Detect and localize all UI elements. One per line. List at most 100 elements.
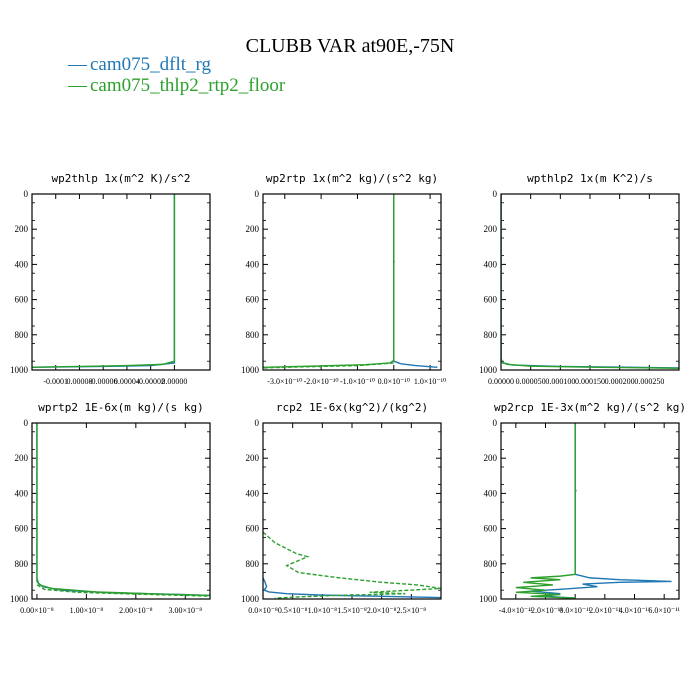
y-tick-label: 1000 <box>479 594 498 604</box>
panel-frame <box>31 422 211 600</box>
series-line-0 <box>393 194 438 369</box>
x-tick-label: 0.0×10⁻¹¹ <box>559 606 591 615</box>
x-tick-label: 2.00×10⁻⁸ <box>119 606 153 615</box>
x-tick-label: -2.0×10⁻¹¹ <box>528 606 563 615</box>
panel-title: rcp2 1E-6x(kg^2)/(kg^2) <box>276 401 428 414</box>
y-tick-label: 400 <box>484 259 498 269</box>
x-tick-label: -4.0×10⁻¹¹ <box>499 606 534 615</box>
y-tick-label: 200 <box>484 224 498 234</box>
x-tick-label: 2.0×10⁻⁸ <box>367 606 397 615</box>
x-tick-label: 0.00000 <box>488 377 514 386</box>
series-line-1 <box>36 423 210 597</box>
y-tick-label: 600 <box>484 524 498 534</box>
y-tick-label: 200 <box>15 224 29 234</box>
y-tick-label: 1000 <box>479 365 498 375</box>
series-line-2 <box>263 362 394 369</box>
y-tick-label: 200 <box>484 453 498 463</box>
y-tick-label: 0 <box>255 418 260 428</box>
panel-frame <box>500 193 680 371</box>
x-tick-label: 0.00008 <box>66 377 92 386</box>
panel-2: wpthlp2 1x(m K^2)/s 0 200 400 600 800 1000 0.00… <box>479 172 680 386</box>
panel-title: wp2thlp 1x(m^2 K)/s^2 <box>51 172 190 185</box>
series-line-0 <box>530 423 672 599</box>
x-tick-label: 0.000200 <box>605 377 635 386</box>
y-tick-label: 600 <box>484 295 498 305</box>
x-tick-label: 3.00×10⁻⁸ <box>169 606 203 615</box>
y-tick-label: 1000 <box>241 594 260 604</box>
x-tick-label: 0.000100 <box>545 377 575 386</box>
x-tick-label: 0.0×10⁻¹⁰ <box>378 377 410 386</box>
y-tick-label: 200 <box>246 224 260 234</box>
x-tick-label: 0.0×10⁻⁸ <box>248 606 278 615</box>
panel-3: wprtp2 1E-6x(m kg)/(s kg) 0 200 400 600 800 10… <box>10 401 211 615</box>
series-line-0 <box>501 194 679 369</box>
panel-title: wp2rtp 1x(m^2 kg)/(s^2 kg) <box>266 172 438 185</box>
y-tick-label: 0 <box>24 189 29 199</box>
x-tick-label: 1.00×10⁻⁸ <box>70 606 104 615</box>
x-tick-label: -0.00006 <box>89 377 118 386</box>
figure-title: CLUBB VAR at90E,-75N <box>246 35 455 57</box>
y-tick-label: 1000 <box>10 365 29 375</box>
y-tick-label: 400 <box>15 488 29 498</box>
x-tick-label: -0.0001 <box>43 377 68 386</box>
x-tick-label: 0.000150 <box>575 377 605 386</box>
x-tick-label: -2.0×10⁻¹⁰ <box>304 377 339 386</box>
y-tick-label: 1000 <box>241 365 260 375</box>
y-tick-label: 800 <box>246 559 260 569</box>
y-tick-label: 400 <box>484 488 498 498</box>
y-tick-label: 600 <box>15 524 29 534</box>
y-tick-label: 400 <box>246 259 260 269</box>
series-line-1 <box>32 194 176 368</box>
y-tick-label: 1000 <box>10 594 29 604</box>
panel-title: wp2rcp 1E-3x(m^2 kg)/(s^2 kg) <box>494 401 686 414</box>
series-line-0 <box>32 194 176 369</box>
legend-label-1: cam075_thlp2_rtp2_floor <box>90 75 286 96</box>
panel-title: wpthlp2 1x(m K^2)/s <box>527 172 653 185</box>
y-tick-label: 800 <box>15 330 29 340</box>
y-tick-label: 400 <box>15 259 29 269</box>
series-line-1 <box>515 423 577 599</box>
panel-1: wp2rtp 1x(m^2 kg)/(s^2 kg) 0 200 400 600 800 1… <box>241 172 446 386</box>
y-tick-label: 0 <box>24 418 29 428</box>
series-line-1 <box>263 531 441 599</box>
y-tick-label: 0 <box>493 418 498 428</box>
y-tick-label: 800 <box>15 559 29 569</box>
y-tick-label: 0 <box>493 189 498 199</box>
legend: — cam075_dflt_rg — cam075_thlp2_rtp2_flo… <box>67 54 286 96</box>
legend-dash-1: — <box>67 75 88 96</box>
series-line-1 <box>501 194 679 369</box>
x-tick-label: 0.000250 <box>634 377 664 386</box>
y-tick-label: 800 <box>484 559 498 569</box>
y-tick-label: 600 <box>246 295 260 305</box>
y-tick-label: 200 <box>246 453 260 463</box>
y-tick-label: 0 <box>255 189 260 199</box>
panel-frame <box>262 422 442 600</box>
x-tick-label: 1.0×10⁻⁸ <box>308 606 338 615</box>
panel-frame <box>500 422 680 600</box>
x-tick-label: 2.0×10⁻¹¹ <box>589 606 621 615</box>
x-tick-label: 2.5×10⁻⁸ <box>397 606 427 615</box>
legend-dash-0: — <box>67 54 88 75</box>
y-tick-label: 800 <box>246 330 260 340</box>
x-tick-label: 0.00004 <box>114 377 140 386</box>
panel-frame <box>262 193 442 371</box>
panel-5: wp2rcp 1E-3x(m^2 kg)/(s^2 kg) 0 200 400 600 8… <box>479 401 686 615</box>
y-tick-label: 200 <box>15 453 29 463</box>
series-line-0 <box>36 423 210 597</box>
x-tick-label: -3.0×10⁻¹⁰ <box>267 377 302 386</box>
x-tick-label: 4.0×10⁻¹¹ <box>619 606 651 615</box>
x-tick-label: 6.0×10⁻¹¹ <box>648 606 680 615</box>
panel-title: wprtp2 1E-6x(m kg)/(s kg) <box>38 401 204 414</box>
legend-entry-0: — cam075_dflt_rg <box>67 54 212 75</box>
legend-entry-1: — cam075_thlp2_rtp2_floor <box>67 75 286 96</box>
y-tick-label: 800 <box>484 330 498 340</box>
x-tick-label: 0.5×10⁻⁸ <box>278 606 308 615</box>
x-tick-label: 1.5×10⁻⁸ <box>337 606 367 615</box>
x-tick-label: 1.0×10⁻¹⁰ <box>414 377 446 386</box>
y-tick-label: 600 <box>246 524 260 534</box>
legend-label-0: cam075_dflt_rg <box>90 54 212 75</box>
x-tick-label: 0.000050 <box>516 377 546 386</box>
panels: wp2thlp 1x(m^2 K)/s^2 0 200 400 600 800 1000 -0… <box>10 172 686 615</box>
x-tick-label: -1.0×10⁻¹⁰ <box>340 377 375 386</box>
